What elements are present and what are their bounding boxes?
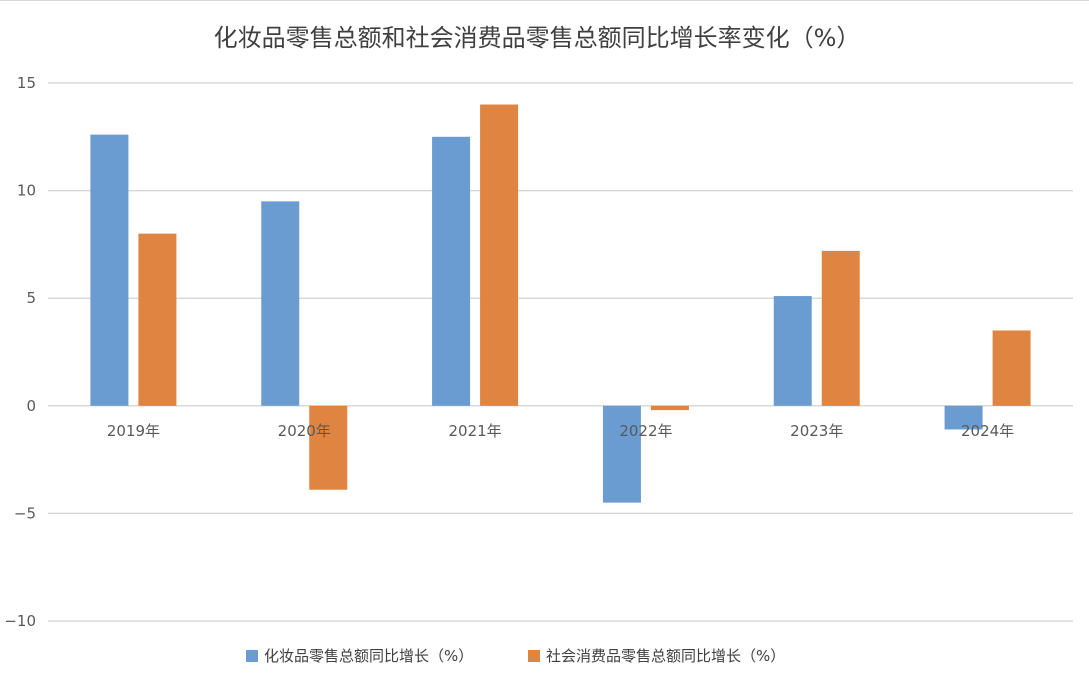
- legend-swatch: [528, 650, 540, 662]
- y-axis-ticks: 15 10 5 0 −5 −10: [4, 74, 36, 630]
- y-tick-label: 15: [17, 74, 36, 92]
- bar: [992, 330, 1031, 406]
- y-tick-label: −5: [14, 504, 36, 522]
- legend-label: 社会消费品零售总额同比增长（%）: [546, 647, 785, 665]
- y-tick-label: 10: [17, 182, 36, 200]
- gridlines: [48, 82, 1073, 622]
- y-tick-label: −10: [4, 612, 36, 630]
- legend: 化妆品零售总额同比增长（%） 社会消费品零售总额同比增长（%）: [246, 647, 785, 665]
- x-tick-label: 2020年: [278, 422, 331, 440]
- bar: [432, 136, 471, 406]
- bar: [138, 233, 177, 406]
- bar: [602, 405, 641, 503]
- bars: [90, 104, 1031, 503]
- bar: [773, 296, 812, 406]
- x-tick-label: 2021年: [448, 422, 501, 440]
- x-tick-label: 2024年: [961, 422, 1014, 440]
- chart-title: 化妆品零售总额和社会消费品零售总额同比增长率变化（%）: [214, 24, 861, 52]
- y-tick-label: 0: [26, 397, 36, 415]
- bar: [944, 405, 983, 430]
- bar: [309, 405, 348, 490]
- bar: [650, 405, 689, 411]
- bar: [480, 104, 519, 406]
- x-tick-label: 2022年: [619, 422, 672, 440]
- legend-label: 化妆品零售总额同比增长（%）: [264, 647, 473, 665]
- legend-swatch: [246, 650, 258, 662]
- y-tick-label: 5: [26, 289, 36, 307]
- x-tick-label: 2019年: [107, 422, 160, 440]
- bar: [821, 250, 860, 406]
- x-axis-ticks: 2019年 2020年 2021年 2022年 2023年 2024年: [107, 422, 1014, 440]
- x-tick-label: 2023年: [790, 422, 843, 440]
- bar: [90, 134, 129, 406]
- bar: [261, 201, 300, 406]
